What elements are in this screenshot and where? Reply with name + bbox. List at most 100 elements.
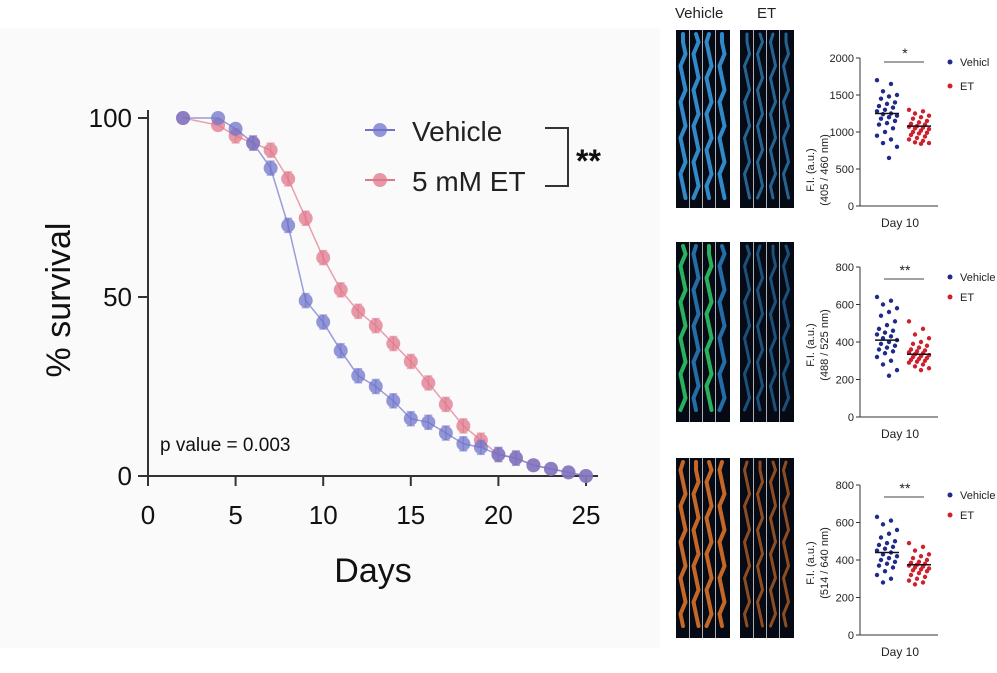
data-point-et bbox=[281, 171, 296, 186]
scatter-point-et bbox=[926, 366, 932, 371]
worm-stripe bbox=[704, 32, 714, 200]
data-point-et bbox=[438, 397, 453, 412]
worm-images-3 bbox=[676, 458, 794, 638]
survival-series bbox=[176, 111, 593, 483]
scatter-point-et bbox=[906, 319, 912, 324]
scatter-tick-label: 400 bbox=[836, 337, 854, 349]
scatter-point-vehicle bbox=[884, 101, 890, 107]
data-point-vehicle bbox=[246, 136, 261, 151]
scatter-3-plot: 0 200 400 600 800 bbox=[836, 480, 938, 642]
scatter-point-vehicle bbox=[876, 122, 882, 127]
data-point-vehicle bbox=[473, 440, 488, 455]
data-point-vehicle bbox=[543, 461, 558, 476]
data-point-et bbox=[316, 250, 331, 265]
scatter-tick-label: 600 bbox=[836, 300, 854, 312]
scatter-point-vehicle bbox=[878, 341, 884, 347]
image-header-vehicle: Vehicle bbox=[675, 5, 724, 22]
scatter-point-et bbox=[910, 555, 916, 561]
scatter-3-xlabel: Day 10 bbox=[881, 645, 919, 659]
scatter-point-vehicle bbox=[882, 351, 888, 356]
scatter-point-et bbox=[912, 364, 918, 369]
scatter-point-et bbox=[906, 540, 912, 546]
scatter-point-vehicle bbox=[878, 557, 884, 563]
scatter-tick-label: 2000 bbox=[830, 53, 854, 65]
x-tick-label: 10 bbox=[309, 500, 338, 530]
scatter-tick-label: 200 bbox=[836, 593, 854, 605]
x-tick-label: 0 bbox=[141, 500, 155, 530]
worm-stripe bbox=[755, 460, 765, 628]
scatter-point-vehicle bbox=[886, 94, 892, 99]
worm-stripe bbox=[678, 244, 688, 412]
data-point-vehicle bbox=[438, 426, 453, 441]
scatter-point-et bbox=[924, 343, 930, 348]
y-tick-label: 50 bbox=[103, 282, 132, 312]
scatter-point-vehicle bbox=[876, 103, 882, 109]
scatter-tick-label: 1500 bbox=[830, 90, 854, 102]
scatter-point-vehicle bbox=[894, 554, 900, 559]
scatter-point-et bbox=[914, 359, 920, 364]
worm-stripe bbox=[678, 460, 688, 628]
scatter-point-et bbox=[920, 580, 926, 585]
scatter-point-vehicle bbox=[888, 518, 894, 523]
scatter-point-vehicle bbox=[888, 137, 894, 142]
worm-stripe bbox=[742, 244, 752, 412]
scatter-1-plot: 0 500 1000 1500 2000 bbox=[830, 53, 938, 213]
scatter-panel-2: F.I. (a.u.) (488 / 525 nm) Day 10 ** Veh… bbox=[805, 262, 995, 441]
worm-stripe bbox=[755, 32, 765, 200]
scatter-point-et bbox=[916, 131, 922, 136]
scatter-point-et bbox=[922, 134, 928, 139]
scatter-point-vehicle bbox=[880, 522, 886, 527]
scatter-2-plot: 0 200 400 600 800 bbox=[836, 262, 938, 424]
worm-stripe bbox=[704, 244, 714, 412]
scatter-point-et bbox=[926, 336, 932, 341]
scatter-2-ylabel-line1: F.I. (a.u.) bbox=[805, 323, 817, 366]
scatter-1-ylabel-line1: F.I. (a.u.) bbox=[805, 148, 817, 191]
scatter-point-vehicle bbox=[876, 563, 882, 568]
scatter-point-et bbox=[924, 569, 930, 574]
scatter-tick-label: 600 bbox=[836, 518, 854, 530]
y-tick-label: 0 bbox=[118, 461, 132, 491]
scatter-point-et bbox=[912, 111, 918, 116]
scatter-point-vehicle bbox=[894, 306, 900, 311]
data-point-et bbox=[421, 375, 436, 390]
scatter-panel-3: F.I. (a.u.) (514 / 640 nm) Day 10 ** Veh… bbox=[805, 480, 995, 659]
scatter-1-significance: * bbox=[902, 45, 908, 61]
scatter-point-vehicle bbox=[894, 367, 900, 373]
worm-stripe bbox=[691, 32, 701, 200]
worm-stripe bbox=[768, 244, 778, 412]
x-axis-label: Days bbox=[334, 552, 411, 590]
worm-stripe bbox=[768, 460, 778, 628]
scatter-3-ylabel-line1: F.I. (a.u.) bbox=[805, 541, 817, 584]
scatter-1-legend-marker-et bbox=[947, 83, 953, 89]
worm-images-2 bbox=[676, 242, 794, 422]
data-point-vehicle bbox=[403, 411, 418, 426]
scatter-point-et bbox=[920, 109, 926, 114]
scatter-point-vehicle bbox=[878, 116, 884, 121]
data-point-vehicle bbox=[316, 315, 331, 330]
x-tick-label: 25 bbox=[572, 500, 601, 530]
data-point-vehicle bbox=[333, 343, 348, 358]
scatter-point-et bbox=[912, 126, 918, 131]
scatter-point-vehicle bbox=[892, 559, 898, 565]
worm-image-row-1 bbox=[676, 30, 794, 208]
data-point-vehicle bbox=[368, 379, 383, 394]
scatter-point-vehicle bbox=[874, 354, 880, 360]
scatter-point-vehicle bbox=[890, 565, 896, 570]
scatter-point-vehicle bbox=[874, 109, 880, 114]
scatter-point-vehicle bbox=[880, 302, 886, 307]
scatter-2-legend-marker-vehicle bbox=[947, 274, 953, 280]
scatter-point-vehicle bbox=[892, 100, 898, 105]
worm-stripe bbox=[717, 460, 727, 628]
data-point-vehicle bbox=[263, 161, 278, 176]
scatter-point-et bbox=[920, 544, 926, 550]
x-tick-label: 5 bbox=[228, 500, 242, 530]
scatter-point-vehicle bbox=[894, 144, 900, 149]
data-point-vehicle bbox=[491, 447, 506, 462]
scatter-1-legend-et: ET bbox=[960, 81, 974, 93]
worm-stripe bbox=[768, 32, 778, 200]
scatter-point-vehicle bbox=[874, 514, 880, 520]
scatter-2-legend-vehicle: Vehicle bbox=[960, 272, 995, 284]
scatter-point-vehicle bbox=[874, 332, 880, 337]
data-point-vehicle bbox=[281, 218, 296, 233]
scatter-point-et bbox=[916, 345, 922, 350]
